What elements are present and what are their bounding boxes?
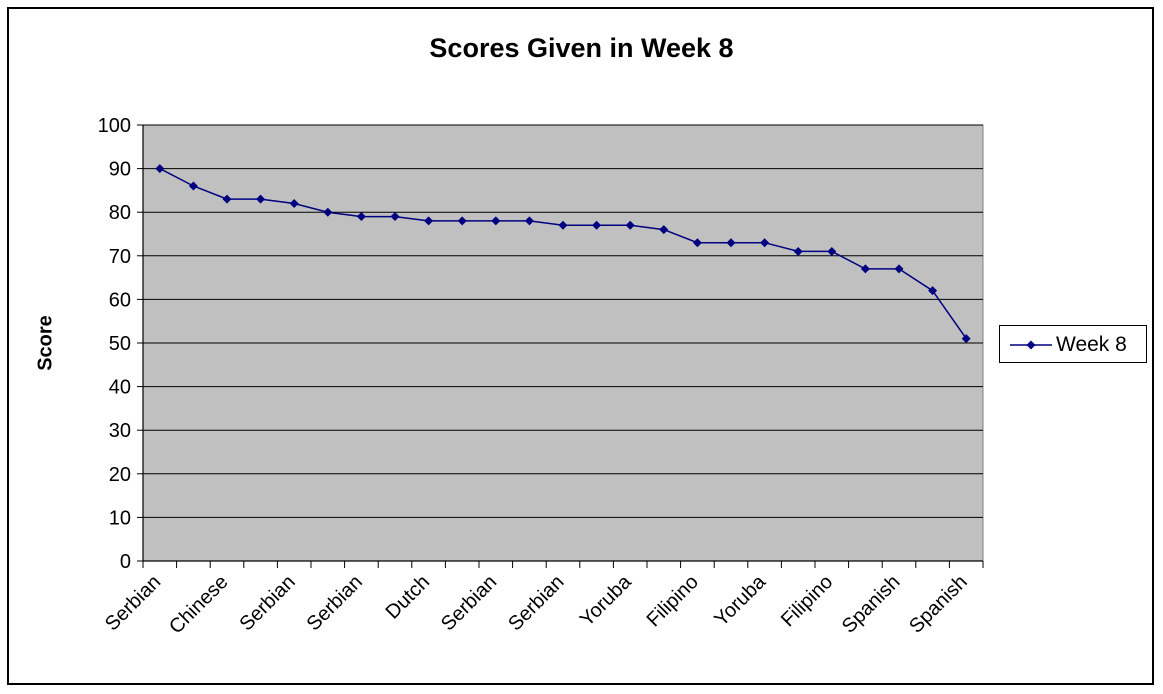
data-point (827, 246, 837, 256)
x-tick-label: Chinese (165, 571, 232, 638)
chart-title: Scores Given in Week 8 (429, 33, 734, 63)
x-tick-label: Serbian (437, 571, 501, 635)
y-tick-label: 10 (109, 507, 131, 529)
data-point (760, 238, 770, 248)
data-point (491, 216, 501, 226)
y-tick-label: 80 (109, 202, 131, 224)
data-point (457, 216, 467, 226)
data-point (390, 212, 400, 222)
data-point (323, 207, 333, 217)
y-tick-label: 90 (109, 159, 131, 181)
data-point (726, 238, 736, 248)
y-tick-label: 70 (109, 246, 131, 268)
x-tick-label: Serbian (504, 571, 568, 635)
x-tick-label: Dutch (382, 571, 435, 624)
y-tick-label: 60 (109, 289, 131, 311)
y-tick-label: 50 (109, 333, 131, 355)
data-point (894, 264, 904, 274)
legend-marker (1010, 340, 1052, 350)
data-point (524, 216, 534, 226)
data-point (356, 212, 366, 222)
x-tick-label: Serbian (101, 571, 165, 635)
x-tick-label: Yoruba (576, 570, 636, 630)
data-point (592, 220, 602, 230)
data-point (256, 194, 266, 204)
x-tick-label: Filipino (643, 571, 703, 631)
y-tick-label: 20 (109, 464, 131, 486)
data-point (558, 220, 568, 230)
data-point (222, 194, 232, 204)
data-point (928, 286, 938, 296)
data-point (860, 264, 870, 274)
legend-label: Week 8 (1056, 333, 1127, 356)
y-tick-label: 40 (109, 377, 131, 399)
x-tick-label: Spanish (905, 571, 972, 638)
x-tick-label: Spanish (838, 571, 905, 638)
data-point (793, 246, 803, 256)
data-point (625, 220, 635, 230)
data-point (289, 198, 299, 208)
x-tick-label: Serbian (235, 571, 299, 635)
data-point (692, 238, 702, 248)
y-tick-label: 0 (120, 551, 131, 573)
y-tick-label: 100 (98, 115, 131, 137)
x-tick-label: Serbian (303, 571, 367, 635)
data-point (961, 334, 971, 344)
x-tick-label: Filipino (777, 571, 837, 631)
x-tick-label: Yoruba (710, 570, 770, 630)
data-point (155, 164, 165, 174)
y-tick-label: 30 (109, 420, 131, 442)
legend: Week 8 (999, 325, 1147, 363)
data-point (659, 225, 669, 235)
data-point (424, 216, 434, 226)
data-point (188, 181, 198, 191)
